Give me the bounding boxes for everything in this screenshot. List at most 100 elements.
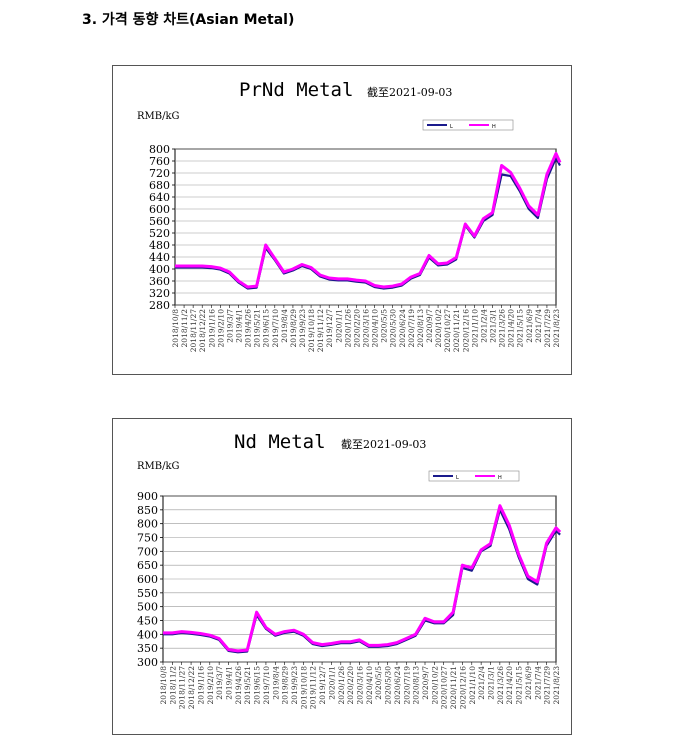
y-tick-label-0: 280 [149, 299, 170, 312]
x-tick-label-7: 2019/4/1 [235, 309, 244, 343]
legend-label-high: H [492, 124, 496, 130]
x-tick-label-15: 2019/10/18 [307, 309, 316, 352]
x-tick-label-18: 2020/1/1 [327, 666, 336, 700]
x-tick-label-1: 2018/11/2 [168, 666, 177, 705]
x-tick-label-3: 2018/12/22 [198, 309, 207, 352]
x-tick-label-17: 2019/12/7 [318, 666, 327, 705]
x-tick-label-35: 2021/3/1 [489, 309, 498, 343]
y-tick-label-8: 600 [149, 203, 170, 216]
x-tick-label-33: 2021/1/10 [470, 309, 479, 348]
y-tick-label-5: 480 [149, 239, 170, 252]
y-tick-label-12: 760 [149, 155, 170, 168]
x-tick-label-9: 2019/5/21 [243, 666, 252, 704]
nd-chart-panel: Nd Metal 截至2021-09-03 RMB/kG L H 300 350 400 450… [112, 418, 572, 735]
x-tick-label-24: 2020/5/30 [389, 309, 398, 348]
x-tick-label-18: 2020/1/1 [334, 309, 343, 343]
x-tick-label-8: 2019/4/26 [244, 309, 253, 348]
x-tick-label-7: 2019/4/1 [225, 666, 234, 700]
chart-subtitle: 截至2021-09-03 [341, 437, 426, 451]
x-tick-label-26: 2020/7/19 [407, 309, 416, 348]
x-tick-label-12: 2019/8/4 [271, 666, 280, 700]
x-tick-label-22: 2020/4/10 [371, 309, 380, 348]
x-tick-label-30: 2020/10/27 [443, 309, 452, 352]
x-tick-label-27: 2020/8/13 [416, 309, 425, 348]
x-tick-label-23: 2020/5/5 [380, 309, 389, 343]
x-tick-label-16: 2019/11/12 [316, 309, 325, 352]
section-heading: 3. 가격 동향 차트(Asian Metal) [82, 12, 295, 28]
x-tick-label-31: 2020/11/21 [449, 666, 458, 709]
y-tick-label-6: 520 [149, 227, 170, 240]
y-tick-label-6: 600 [137, 573, 158, 586]
x-tick-label-28: 2020/9/7 [425, 309, 434, 343]
x-tick-label-42: 2021/8/23 [552, 309, 561, 348]
x-tick-label-25: 2020/6/24 [393, 666, 402, 705]
x-tick-label-3: 2018/12/22 [187, 666, 196, 709]
y-tick-label-7: 560 [149, 215, 170, 228]
legend-label-low: L [456, 475, 459, 481]
x-tick-label-25: 2020/6/24 [398, 309, 407, 348]
x-tick-label-10: 2019/6/15 [253, 666, 262, 705]
x-tick-label-40: 2021/7/4 [534, 309, 543, 343]
y-tick-label-11: 850 [137, 504, 158, 517]
x-tick-label-6: 2019/3/7 [225, 309, 234, 343]
x-tick-label-31: 2020/11/21 [452, 309, 461, 352]
x-tick-label-28: 2020/9/7 [421, 666, 430, 700]
x-tick-label-8: 2019/4/26 [234, 666, 243, 705]
series-line-H [163, 504, 562, 653]
x-tick-label-24: 2020/5/30 [384, 666, 393, 705]
y-tick-label-4: 500 [137, 601, 158, 614]
x-tick-label-5: 2019/2/10 [216, 309, 225, 348]
x-tick-label-41: 2021/7/29 [543, 309, 552, 348]
x-tick-label-41: 2021/7/29 [543, 666, 552, 705]
x-tick-label-2: 2018/11/27 [189, 309, 198, 352]
chart-title: Nd Metal [234, 431, 326, 453]
x-tick-label-34: 2021/2/4 [477, 666, 486, 700]
y-tick-label-1: 350 [137, 642, 158, 655]
x-tick-label-29: 2020/10/2 [434, 309, 443, 348]
y-tick-label-10: 800 [137, 518, 158, 531]
x-tick-label-27: 2020/8/13 [412, 666, 421, 705]
x-tick-label-33: 2021/1/10 [468, 666, 477, 705]
x-tick-label-21: 2020/3/16 [362, 309, 371, 348]
x-tick-label-11: 2019/7/10 [262, 666, 271, 705]
x-tick-label-14: 2019/9/23 [290, 666, 299, 705]
series-line-H [175, 152, 562, 289]
y-tick-label-12: 900 [137, 490, 158, 503]
x-tick-label-9: 2019/5/21 [253, 309, 262, 347]
x-tick-label-0: 2018/10/8 [171, 309, 180, 348]
x-tick-label-40: 2021/7/4 [533, 666, 542, 700]
legend-box [428, 470, 520, 482]
y-tick-label-9: 640 [149, 191, 170, 204]
y-tick-label-8: 700 [137, 545, 158, 558]
x-tick-label-42: 2021/8/23 [552, 666, 561, 705]
x-tick-label-36: 2021/3/26 [498, 309, 507, 348]
y-tick-label-11: 720 [149, 167, 170, 180]
x-tick-label-35: 2021/3/1 [487, 666, 496, 700]
x-tick-label-13: 2019/8/29 [281, 666, 290, 705]
x-tick-label-39: 2021/6/9 [525, 309, 534, 343]
legend-label-high: H [498, 475, 502, 481]
x-tick-label-34: 2021/2/4 [479, 309, 488, 343]
x-tick-label-32: 2020/12/16 [458, 666, 467, 709]
legend-label-low: L [450, 124, 453, 130]
x-tick-label-0: 2018/10/8 [159, 666, 168, 705]
x-tick-label-15: 2019/10/18 [299, 666, 308, 709]
y-tick-label-9: 750 [137, 532, 158, 545]
x-tick-label-21: 2020/3/16 [356, 666, 365, 705]
x-tick-label-19: 2020/1/26 [343, 309, 352, 348]
x-tick-label-11: 2019/7/10 [271, 309, 280, 348]
x-tick-label-26: 2020/7/19 [402, 666, 411, 705]
x-tick-label-23: 2020/5/5 [374, 666, 383, 700]
x-tick-label-4: 2019/1/16 [196, 666, 205, 705]
y-tick-label-13: 800 [149, 143, 170, 156]
x-tick-label-37: 2021/4/20 [507, 309, 516, 348]
x-tick-label-30: 2020/10/27 [440, 666, 449, 709]
x-tick-label-14: 2019/9/23 [298, 309, 307, 348]
prnd-chart-panel: PrNd Metal 截至2021-09-03 RMB/kG L H 280 320 360 4… [112, 65, 572, 375]
x-tick-label-10: 2019/6/15 [262, 309, 271, 348]
x-tick-label-4: 2019/1/16 [207, 309, 216, 348]
y-tick-label-3: 450 [137, 615, 158, 628]
